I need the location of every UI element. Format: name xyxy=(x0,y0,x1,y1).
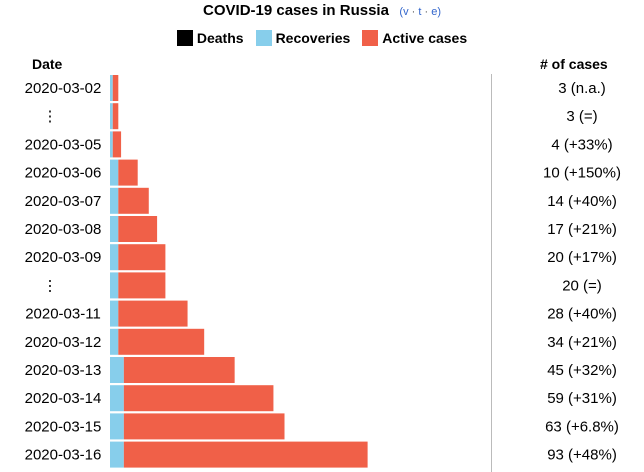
row-date-label: 2020-03-07 xyxy=(25,193,102,210)
row-count-label: 3 (=) xyxy=(566,108,597,125)
bar-active xyxy=(112,103,119,130)
bar-recoveries xyxy=(110,187,119,214)
row-count-label: 28 (+40%) xyxy=(547,306,617,323)
vte-links: (v · t · e) xyxy=(399,6,441,18)
bar-recoveries xyxy=(110,159,119,186)
bar-recoveries xyxy=(110,441,124,468)
row-count-label: 59 (+31%) xyxy=(547,390,617,407)
column-divider xyxy=(491,74,492,472)
row-date-label: 2020-03-02 xyxy=(25,80,102,97)
bar-active xyxy=(112,131,122,158)
bar-recoveries xyxy=(110,357,124,383)
chart-title-row: COVID-19 cases in Russia (v · t · e) xyxy=(0,2,644,24)
row-date-label: ⋮ xyxy=(43,108,58,125)
column-header-date: Date xyxy=(32,56,63,72)
bar-active xyxy=(118,328,205,355)
bar-recoveries xyxy=(110,244,119,271)
bar-active xyxy=(118,187,149,214)
bar-active xyxy=(118,300,188,327)
row-date-label: 2020-03-16 xyxy=(25,447,102,464)
legend-label-deaths: Deaths xyxy=(196,30,244,46)
chart-title: COVID-19 cases in Russia xyxy=(203,2,389,19)
bar-recoveries xyxy=(110,328,119,355)
bar-recoveries xyxy=(110,272,119,299)
bar-active xyxy=(118,272,166,299)
row-date-label: 2020-03-12 xyxy=(25,334,102,351)
talk-link[interactable]: t xyxy=(418,6,422,18)
row-date-label: 2020-03-13 xyxy=(25,362,102,379)
row-count-label: 4 (+33%) xyxy=(551,136,612,153)
legend-item-active: Active cases xyxy=(362,30,467,46)
row-count-label: 14 (+40%) xyxy=(547,193,617,210)
row-count-label: 34 (+21%) xyxy=(547,334,617,351)
row-count-label: 93 (+48%) xyxy=(547,447,617,464)
bar-active xyxy=(118,216,158,242)
bar-active xyxy=(118,244,166,271)
row-date-label: ⋮ xyxy=(43,277,58,294)
bar-recoveries xyxy=(110,216,119,242)
bar-recoveries xyxy=(110,413,124,440)
row-count-label: 63 (+6.8%) xyxy=(545,418,619,435)
legend-swatch-deaths xyxy=(176,30,193,46)
row-count-label: 10 (+150%) xyxy=(543,165,621,182)
bar-active xyxy=(123,357,235,383)
legend-label-active: Active cases xyxy=(382,30,468,46)
bar-active xyxy=(118,159,138,186)
row-count-label: 20 (=) xyxy=(562,277,602,294)
row-date-label: 2020-03-06 xyxy=(25,165,102,182)
row-date-label: 2020-03-08 xyxy=(25,221,102,238)
row-count-label: 3 (n.a.) xyxy=(558,80,606,97)
row-date-label: 2020-03-14 xyxy=(25,390,102,407)
view-link[interactable]: v xyxy=(403,6,409,18)
bar-recoveries xyxy=(110,103,113,130)
bar-active xyxy=(123,441,368,468)
bar-active xyxy=(112,75,119,101)
legend-swatch-recoveries xyxy=(255,30,272,46)
bar-recoveries xyxy=(110,300,119,327)
row-count-label: 45 (+32%) xyxy=(547,362,617,379)
row-date-label: 2020-03-09 xyxy=(25,249,102,266)
bar-recoveries xyxy=(110,75,113,101)
legend-item-deaths: Deaths xyxy=(176,30,244,46)
bar-active xyxy=(123,385,274,412)
legend-swatch-active xyxy=(362,30,379,46)
legend-label-recoveries: Recoveries xyxy=(275,30,351,46)
bar-active xyxy=(123,413,285,440)
legend-item-recoveries: Recoveries xyxy=(255,30,351,46)
edit-link[interactable]: e xyxy=(431,6,438,18)
row-date-label: 2020-03-15 xyxy=(25,418,102,435)
row-date-label: 2020-03-05 xyxy=(25,136,102,153)
column-header-cases: # of cases xyxy=(540,56,608,72)
row-count-label: 17 (+21%) xyxy=(547,221,617,238)
bar-recoveries xyxy=(110,131,113,158)
chart-legend: Deaths Recoveries Active cases xyxy=(0,28,644,48)
row-date-label: 2020-03-11 xyxy=(25,306,101,323)
row-count-label: 20 (+17%) xyxy=(547,249,617,266)
bar-recoveries xyxy=(110,385,124,412)
